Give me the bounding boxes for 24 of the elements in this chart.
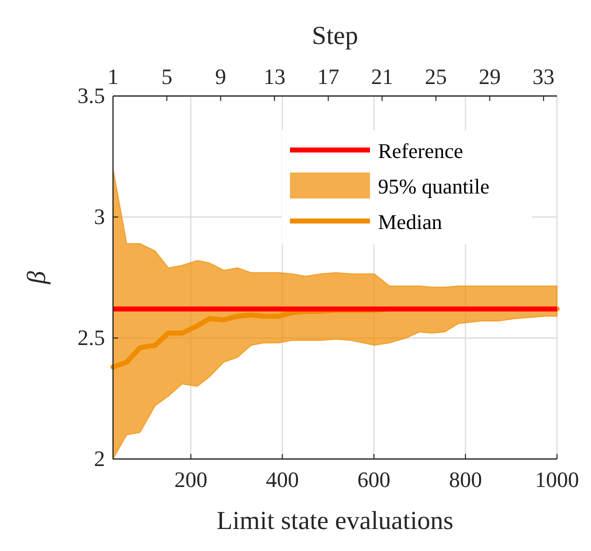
legend-label: Reference — [378, 139, 464, 163]
x2-tick-label: 9 — [215, 64, 226, 89]
x2-tick-label: 1 — [108, 64, 118, 89]
x2-tick-label: 13 — [263, 64, 286, 89]
y-tick-label: 2.5 — [78, 325, 105, 350]
y-axis-title: β — [22, 270, 51, 285]
x2-tick-label: 5 — [161, 64, 172, 89]
y-tick-label: 3.5 — [78, 83, 105, 108]
x-tick-label: 800 — [448, 467, 482, 492]
x2-tick-label: 29 — [478, 64, 501, 89]
x-axis-title: Limit state evaluations — [216, 506, 454, 535]
x2-tick-label: 21 — [371, 64, 394, 89]
annotation: 95% quantile — [378, 174, 490, 198]
x-tick-label: 600 — [357, 467, 390, 492]
x2-axis-title: Step — [312, 21, 358, 50]
x-tick-label: 200 — [174, 467, 208, 492]
legend-label: Median — [378, 210, 443, 234]
y-tick-label: 2 — [94, 446, 105, 471]
x-tick-label: 400 — [266, 467, 299, 492]
x2-tick-label: 33 — [532, 64, 555, 89]
x2-tick-label: 25 — [424, 64, 447, 89]
y-tick-label: 3 — [94, 204, 105, 229]
x-tick-label: 1000 — [535, 467, 579, 492]
x2-tick-label: 17 — [317, 64, 340, 89]
